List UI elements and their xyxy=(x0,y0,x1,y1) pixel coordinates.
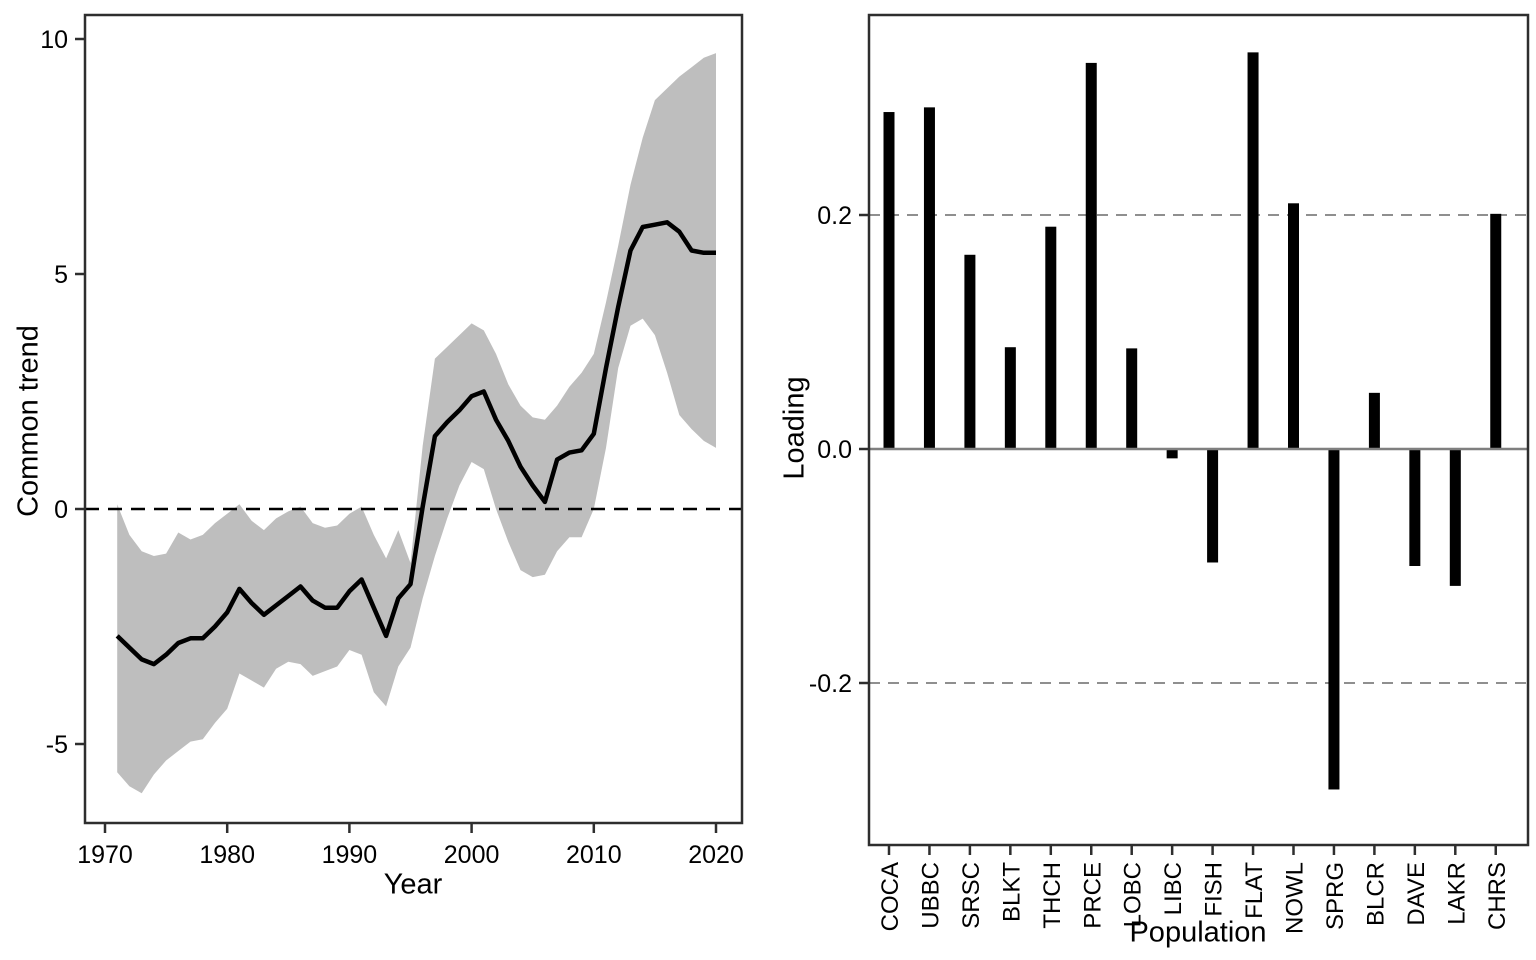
population-tick-label: UBBC xyxy=(917,862,944,929)
right-y-tick-label: 0.2 xyxy=(817,202,852,230)
population-tick-label: NOWL xyxy=(1282,862,1309,934)
population-tick-label: CHRS xyxy=(1484,862,1511,930)
left-panel-border xyxy=(83,13,744,825)
population-tick-label: LIBC xyxy=(1160,862,1187,915)
loading-bar xyxy=(1247,52,1259,450)
left-x-tick-label: 1990 xyxy=(322,841,378,869)
left-x-tick-label: 1980 xyxy=(199,841,255,869)
population-tick-label: FISH xyxy=(1201,862,1228,917)
common-trend-line xyxy=(115,220,716,667)
right-y-tick-label: -0.2 xyxy=(809,670,852,698)
left-y-tick-label: 5 xyxy=(54,261,68,289)
loading-bar xyxy=(1288,203,1299,449)
loading-bar xyxy=(1449,449,1461,586)
population-tick-label: COCA xyxy=(877,862,904,931)
loading-bar xyxy=(1490,213,1502,449)
left-x-axis-title: Year xyxy=(383,868,443,901)
loading-bar xyxy=(923,107,935,450)
confidence-ribbon xyxy=(117,53,716,794)
population-tick-label: BLKT xyxy=(998,862,1025,922)
population-tick-label: PRCE xyxy=(1079,862,1106,929)
right-panel-border xyxy=(867,13,1530,847)
left-y-axis-title: Common trend xyxy=(12,325,45,517)
loading-bar xyxy=(1004,347,1016,449)
right-y-tick-label: 0.0 xyxy=(817,436,852,464)
loading-bar xyxy=(1328,449,1340,790)
left-x-tick-label: 2010 xyxy=(566,841,622,869)
loading-bar xyxy=(1045,226,1057,449)
right-y-axis-title: Loading xyxy=(778,376,811,480)
loading-bar xyxy=(1368,392,1380,449)
population-tick-label: SRSC xyxy=(958,862,985,929)
left-x-tick-label: 2020 xyxy=(688,841,744,869)
population-tick-label: FLAT xyxy=(1241,862,1268,919)
right-x-axis-title: Population xyxy=(1129,916,1267,949)
loading-bar xyxy=(964,254,976,449)
population-tick-label: DAVE xyxy=(1403,862,1430,926)
left-y-tick-label: 0 xyxy=(54,496,68,524)
population-tick-label: SPRG xyxy=(1322,862,1349,930)
loading-bar xyxy=(1126,348,1138,449)
loading-bar xyxy=(1207,449,1219,563)
population-tick-label: LAKR xyxy=(1443,862,1470,925)
left-x-tick-label: 2000 xyxy=(444,841,500,869)
population-tick-label: BLCR xyxy=(1362,862,1389,926)
population-tick-label: LOBC xyxy=(1120,862,1147,927)
loading-bar xyxy=(883,112,895,449)
population-tick-label: THCH xyxy=(1039,862,1066,929)
loading-bar xyxy=(1409,449,1421,566)
loading-bar xyxy=(1085,62,1097,450)
loading-bar xyxy=(1166,449,1178,459)
left-x-tick-label: 1970 xyxy=(77,841,133,869)
left-y-tick-label: 10 xyxy=(40,26,68,54)
left-y-tick-label: -5 xyxy=(46,731,68,759)
